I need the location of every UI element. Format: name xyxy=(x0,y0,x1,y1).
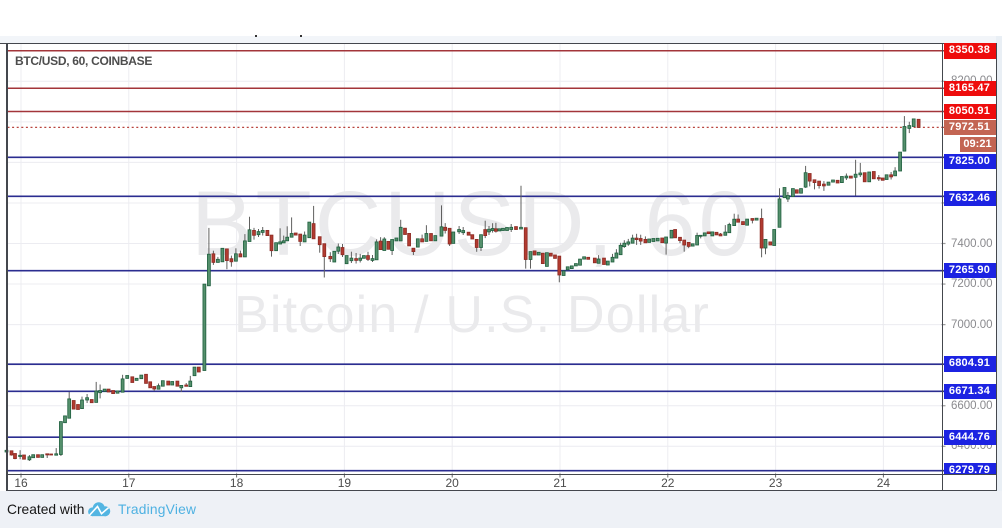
svg-text:BTCUSD, 60: BTCUSD, 60 xyxy=(191,173,753,275)
svg-text:Bitcoin / U.S. Dollar: Bitcoin / U.S. Dollar xyxy=(234,286,710,344)
